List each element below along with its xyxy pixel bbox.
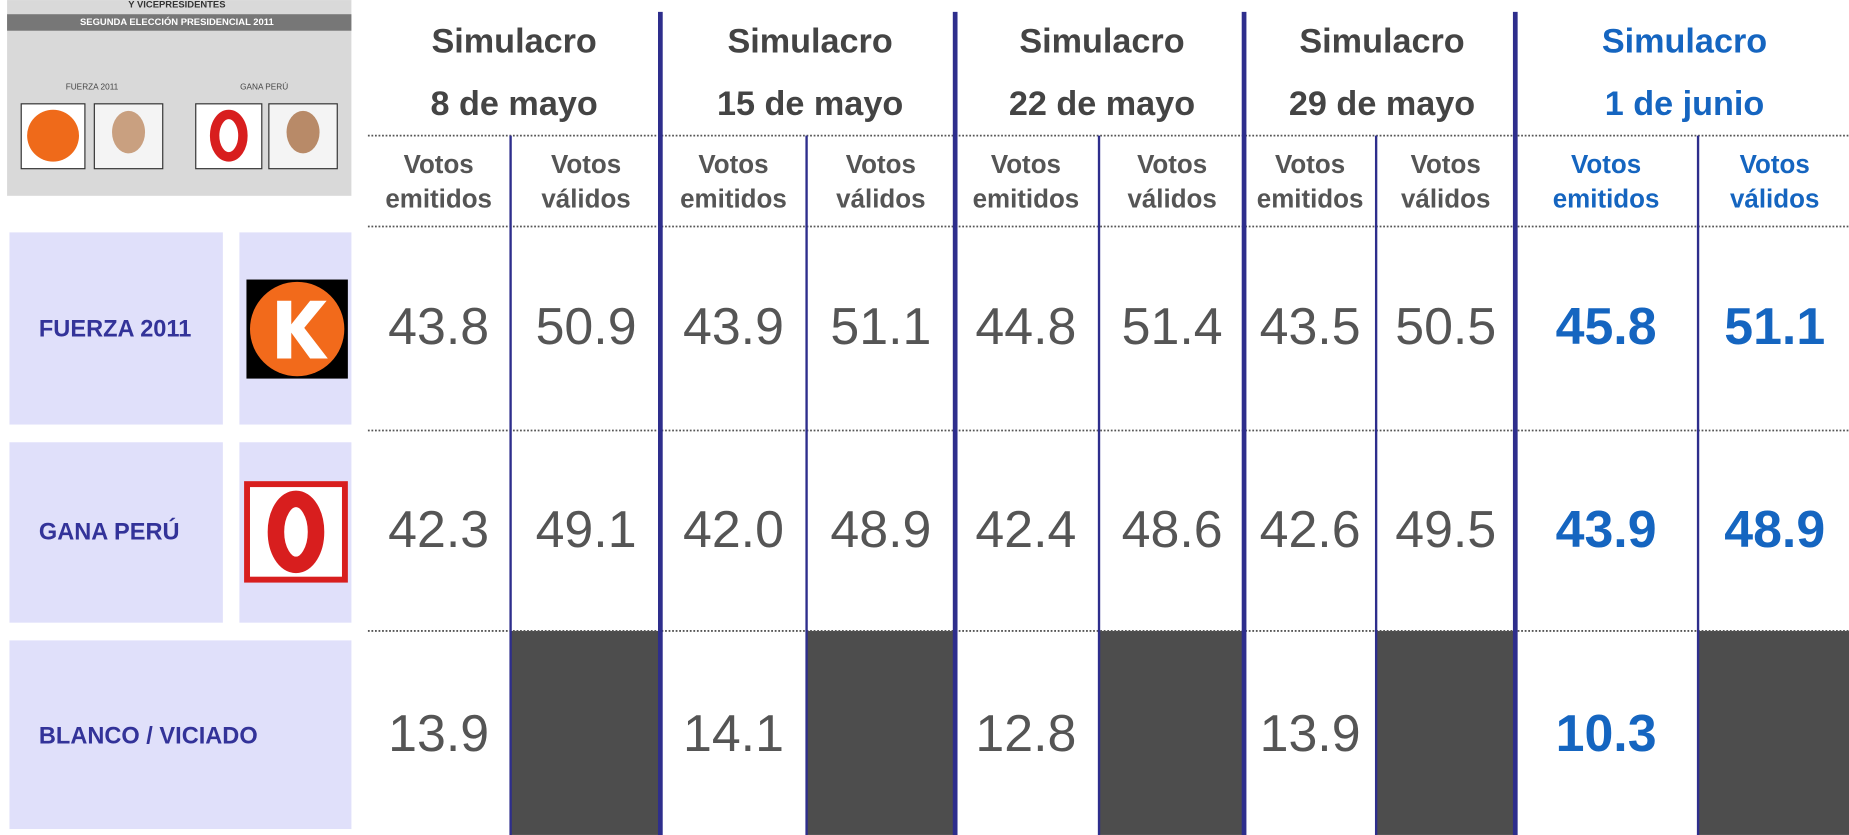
cell-value: 42.3 <box>388 500 489 558</box>
group-title: Simulacro <box>431 23 596 61</box>
subheader: Votos <box>1137 151 1207 179</box>
subheader: Votos <box>551 151 621 179</box>
subheader: válidos <box>1401 185 1490 213</box>
subheader: Votos <box>404 151 474 179</box>
subheader: válidos <box>1127 185 1216 213</box>
subheader: Votos <box>991 151 1061 179</box>
ballot-heading: Y VICEPRESIDENTES <box>128 0 225 9</box>
subheader: emitidos <box>385 185 492 213</box>
subheader: válidos <box>1730 185 1819 213</box>
cell-value: 13.9 <box>1260 704 1361 762</box>
subheader: emitidos <box>1553 185 1660 213</box>
subheader: Votos <box>1275 151 1345 179</box>
subheader: Votos <box>1571 151 1641 179</box>
cell-value: 49.5 <box>1395 500 1496 558</box>
cell-value: 13.9 <box>388 704 489 762</box>
cell-value: 48.9 <box>830 500 931 558</box>
empty-cell <box>1698 631 1849 835</box>
ballot-title: SEGUNDA ELECCIÓN PRESIDENCIAL 2011 <box>80 16 274 27</box>
cell-value: 50.9 <box>536 297 637 355</box>
empty-cell <box>1376 631 1515 835</box>
cell-value: 42.0 <box>683 500 784 558</box>
cell-value: 43.5 <box>1260 297 1361 355</box>
group-title: Simulacro <box>1299 23 1464 61</box>
poll-table: Y VICEPRESIDENTES SEGUNDA ELECCIÓN PRESI… <box>0 0 1849 835</box>
cell-value: 48.6 <box>1122 500 1223 558</box>
subheader: válidos <box>836 185 925 213</box>
ballot-photo-face <box>112 111 145 153</box>
cell-value: 48.9 <box>1724 500 1825 558</box>
cell-value: 42.4 <box>975 500 1076 558</box>
cell-value: 43.8 <box>388 297 489 355</box>
cell-value: 51.1 <box>830 297 931 355</box>
ballot: Y VICEPRESIDENTES SEGUNDA ELECCIÓN PRESI… <box>7 0 351 196</box>
group-date: 8 de mayo <box>431 85 598 123</box>
subheader: válidos <box>541 185 630 213</box>
group-title: Simulacro <box>1019 23 1184 61</box>
cell-value: 50.5 <box>1395 297 1496 355</box>
group-date: 22 de mayo <box>1009 85 1195 123</box>
row-label: BLANCO / VICIADO <box>39 722 258 748</box>
cell-value: 45.8 <box>1556 297 1657 355</box>
group-title: Simulacro <box>1602 23 1767 61</box>
ballot-photo-face <box>287 111 320 153</box>
logo-fuerza <box>246 280 347 379</box>
ballot-party: FUERZA 2011 <box>66 82 119 91</box>
subheader: Votos <box>1740 151 1810 179</box>
subheader: Votos <box>846 151 916 179</box>
cell-value: 51.1 <box>1724 297 1825 355</box>
cell-value: 12.8 <box>975 704 1076 762</box>
cell-value: 43.9 <box>683 297 784 355</box>
subheader: emitidos <box>1257 185 1364 213</box>
empty-cell <box>511 631 661 835</box>
group-date: 1 de junio <box>1605 85 1765 123</box>
cell-value: 14.1 <box>683 704 784 762</box>
cell-value: 44.8 <box>975 297 1076 355</box>
subheader: emitidos <box>680 185 787 213</box>
group-title: Simulacro <box>727 23 892 61</box>
cell-value: 43.9 <box>1556 500 1657 558</box>
cell-value: 51.4 <box>1122 297 1223 355</box>
group-date: 15 de mayo <box>717 85 903 123</box>
ballot-party: GANA PERÚ <box>240 81 288 91</box>
empty-cell <box>1099 631 1244 835</box>
empty-cell <box>807 631 956 835</box>
cell-value: 10.3 <box>1556 704 1657 762</box>
ballot-logo-mark <box>27 110 79 162</box>
subheader: Votos <box>698 151 768 179</box>
subheader: Votos <box>1411 151 1481 179</box>
cell-value: 42.6 <box>1260 500 1361 558</box>
row-label: FUERZA 2011 <box>39 315 191 341</box>
subheader: emitidos <box>973 185 1080 213</box>
row-label: GANA PERÚ <box>39 517 180 544</box>
logo-gana <box>244 481 348 582</box>
cell-value: 49.1 <box>536 500 637 558</box>
group-date: 29 de mayo <box>1289 85 1475 123</box>
